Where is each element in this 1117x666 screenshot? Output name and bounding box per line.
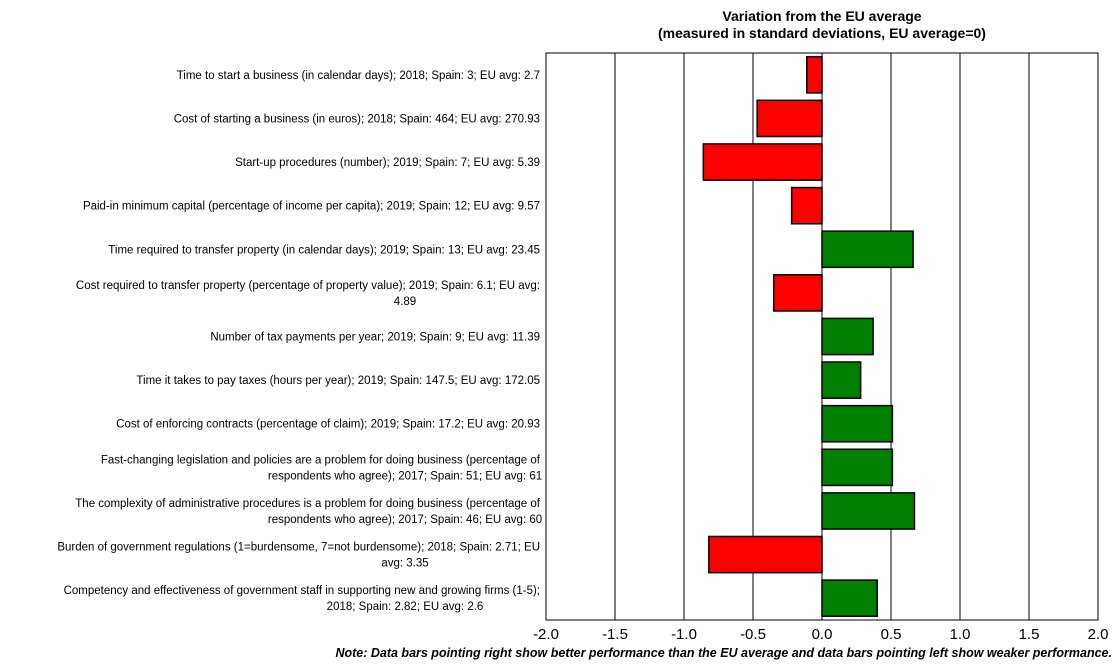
x-tick-label: -1.5 [602, 626, 628, 643]
category-label: Paid-in minimum capital (percentage of i… [83, 201, 540, 213]
chart-title-line-1: Variation from the EU average [722, 8, 921, 24]
category-label: 2018; Spain: 2.82; EU avg: 2.6 [327, 601, 484, 613]
x-tick-label: 1.0 [950, 626, 971, 643]
category-label: Burden of government regulations (1=burd… [57, 542, 540, 554]
bar [821, 448, 894, 487]
bar [708, 535, 823, 574]
category-label: Competency and effectiveness of governme… [64, 585, 540, 597]
category-label: Cost of enforcing contracts (percentage … [116, 419, 540, 431]
bar [821, 317, 874, 356]
category-label: The complexity of administrative procedu… [75, 498, 541, 510]
category-label: Cost required to transfer property (perc… [76, 280, 540, 292]
x-tick-label: -1.0 [671, 626, 697, 643]
bar [821, 492, 916, 530]
category-label: Cost of starting a business (in euros); … [174, 113, 540, 125]
category-label: Fast-changing legislation and policies a… [101, 454, 541, 466]
bar [772, 274, 823, 312]
x-tick-label: 2.0 [1088, 626, 1109, 643]
bar [821, 230, 914, 269]
chart-note: Note: Data bars pointing right show bett… [335, 646, 1112, 660]
category-label: Start-up procedures (number); 2019; Spai… [235, 157, 540, 169]
bar [790, 186, 823, 225]
x-tick-label: -0.5 [740, 626, 766, 643]
bar [821, 361, 862, 399]
bar [756, 99, 823, 138]
bar [702, 143, 823, 181]
x-tick-label: 1.5 [1019, 626, 1040, 643]
category-label: Time to start a business (in calendar da… [177, 70, 540, 82]
bar [821, 579, 878, 618]
bar [806, 55, 823, 94]
x-tick-label: -2.0 [533, 626, 559, 643]
chart-title-line-2: (measured in standard deviations, EU ave… [658, 25, 986, 41]
category-label: avg: 3.35 [381, 558, 428, 570]
category-label: Time required to transfer property (in c… [108, 244, 540, 256]
x-tick-label: 0.0 [812, 626, 833, 643]
category-label: Time it takes to pay taxes (hours per ye… [136, 375, 540, 387]
category-label: Number of tax payments per year; 2019; S… [210, 332, 540, 344]
bar [821, 404, 894, 443]
category-label: respondents who agree); 2017; Spain: 46;… [268, 514, 542, 526]
category-label: 4.89 [394, 296, 416, 308]
category-label: respondents who agree); 2017; Spain: 51;… [268, 470, 542, 482]
x-tick-label: 0.5 [881, 626, 902, 643]
